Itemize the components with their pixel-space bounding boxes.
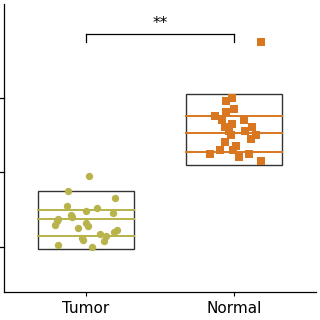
Point	[83, 220, 88, 225]
Point	[212, 114, 218, 119]
Point	[248, 136, 253, 141]
Point	[242, 117, 247, 123]
Point	[110, 211, 115, 216]
Point	[258, 39, 263, 44]
Point	[69, 214, 75, 220]
Point	[90, 244, 95, 250]
Point	[56, 243, 61, 248]
Point	[83, 209, 88, 214]
Point	[79, 235, 84, 240]
Point	[222, 125, 227, 130]
Point	[113, 196, 118, 201]
Point	[233, 144, 238, 149]
Point	[223, 110, 228, 115]
Point	[98, 231, 103, 236]
Point	[115, 228, 120, 233]
Point	[236, 155, 242, 160]
Point	[249, 125, 254, 130]
Point	[229, 121, 235, 126]
Point	[68, 213, 73, 218]
Point	[55, 218, 60, 223]
Point	[95, 205, 100, 210]
Point	[66, 188, 71, 194]
Point	[228, 132, 234, 138]
Point	[246, 151, 251, 156]
Point	[229, 95, 234, 100]
Bar	[186, 94, 283, 165]
Point	[223, 140, 228, 145]
Point	[86, 224, 91, 229]
Point	[65, 203, 70, 208]
Point	[76, 226, 81, 231]
Point	[103, 233, 108, 238]
Point	[258, 158, 263, 164]
Point	[86, 173, 92, 179]
Point	[231, 106, 236, 111]
Point	[101, 239, 107, 244]
Point	[52, 222, 57, 227]
Point	[243, 129, 248, 134]
Bar	[37, 191, 134, 249]
Text: **: **	[152, 16, 168, 31]
Point	[217, 147, 222, 152]
Point	[223, 99, 228, 104]
Point	[111, 229, 116, 235]
Point	[55, 216, 60, 221]
Point	[230, 147, 235, 152]
Point	[254, 132, 259, 138]
Point	[208, 151, 213, 156]
Point	[80, 237, 85, 242]
Point	[226, 129, 231, 134]
Point	[220, 117, 225, 123]
